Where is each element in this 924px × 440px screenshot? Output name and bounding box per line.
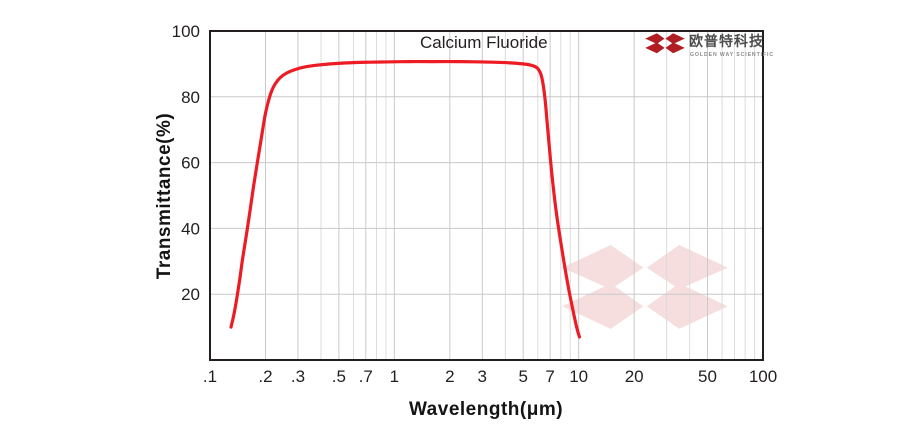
logo-chevron-icon — [645, 33, 685, 54]
x-tick-label: 2 — [445, 367, 454, 386]
logo-mark-icon — [645, 33, 685, 54]
gridlines-major — [210, 31, 763, 360]
y-tick-label: 20 — [181, 285, 200, 304]
gridlines-minor — [320, 31, 756, 360]
x-tick-label: 5 — [518, 367, 527, 386]
x-tick-label: 3 — [478, 367, 487, 386]
y-axis-title: Transmittance(%) — [154, 113, 175, 279]
y-tick-label: 100 — [172, 22, 200, 41]
x-tick-label: 20 — [625, 367, 644, 386]
x-tick-label: 7 — [545, 367, 554, 386]
x-tick-label: .1 — [203, 367, 217, 386]
transmittance-curve — [229, 59, 582, 339]
x-tick-label: 10 — [569, 367, 588, 386]
x-tick-label: 100 — [749, 367, 777, 386]
x-axis-title: Wavelength(μm) — [409, 399, 563, 420]
y-axis-tick-labels: 20 40 60 80 100 — [172, 22, 200, 304]
y-tick-label: 80 — [181, 88, 200, 107]
plot-frame — [209, 30, 764, 361]
golden-way-scientific-logo: 欧普特科技 GOLDEN WAY SCIENTIFIC — [645, 33, 774, 58]
x-tick-label: 50 — [698, 367, 717, 386]
x-tick-label: .7 — [359, 367, 373, 386]
y-tick-label: 60 — [181, 154, 200, 173]
x-tick-label: .2 — [258, 367, 272, 386]
x-tick-label: .5 — [332, 367, 346, 386]
x-tick-label: .3 — [291, 367, 305, 386]
plot-title: Calcium Fluoride — [420, 33, 548, 52]
logo-cn-text: 欧普特科技 — [689, 33, 764, 49]
logo-watermark — [562, 245, 728, 329]
watermark-mark-icon — [562, 245, 728, 329]
logo-en-text: GOLDEN WAY SCIENTIFIC — [690, 52, 774, 58]
x-tick-label: 1 — [390, 367, 399, 386]
y-tick-label: 40 — [181, 219, 200, 238]
x-axis-tick-labels: .1 .2 .3 .5 .7 1 2 3 5 7 10 20 50 100 — [203, 367, 777, 386]
